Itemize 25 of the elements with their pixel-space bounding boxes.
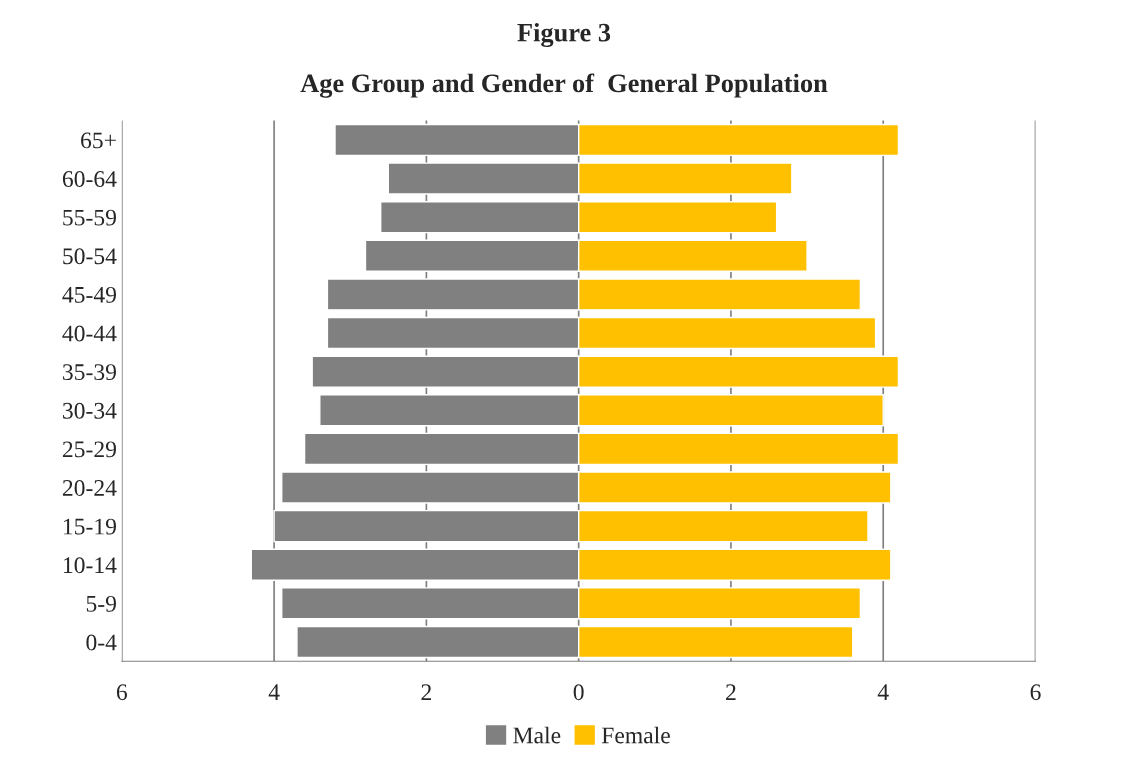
x-tick-label: 4 [877, 684, 889, 700]
y-tick-label: 15-19 [63, 518, 116, 535]
y-tick-label: 20-24 [62, 479, 117, 496]
y-tick-label: 40-44 [62, 325, 117, 342]
y-tick-label: 60-64 [62, 171, 117, 187]
y-tick-label: 65+ [81, 132, 116, 149]
x-tick-label: 6 [116, 684, 128, 701]
x-tick-label: 4 [268, 684, 280, 700]
x-tick-label: 2 [421, 684, 431, 700]
chart-subtitle: Age Group and Gender of General Population [300, 73, 828, 98]
legend-label: Male [513, 726, 561, 744]
y-tick-label: 0-4 [86, 634, 117, 651]
y-tick-label: 30-34 [63, 402, 117, 419]
y-tick-label: 5-9 [86, 595, 116, 612]
x-tick-label: 6 [1030, 684, 1041, 701]
legend-label: Female [601, 726, 670, 744]
y-tick-label: 10-14 [63, 557, 117, 574]
y-tick-label: 45-49 [62, 286, 116, 303]
y-tick-label: 35-39 [63, 364, 116, 381]
x-tick-label: 2 [726, 684, 736, 700]
chart-title: Figure 3 [517, 22, 611, 48]
x-tick-label: 0 [573, 684, 584, 701]
y-tick-label: 55-59 [63, 209, 116, 226]
y-tick-label: 25-29 [62, 441, 116, 458]
y-tick-label: 50-54 [63, 248, 117, 265]
